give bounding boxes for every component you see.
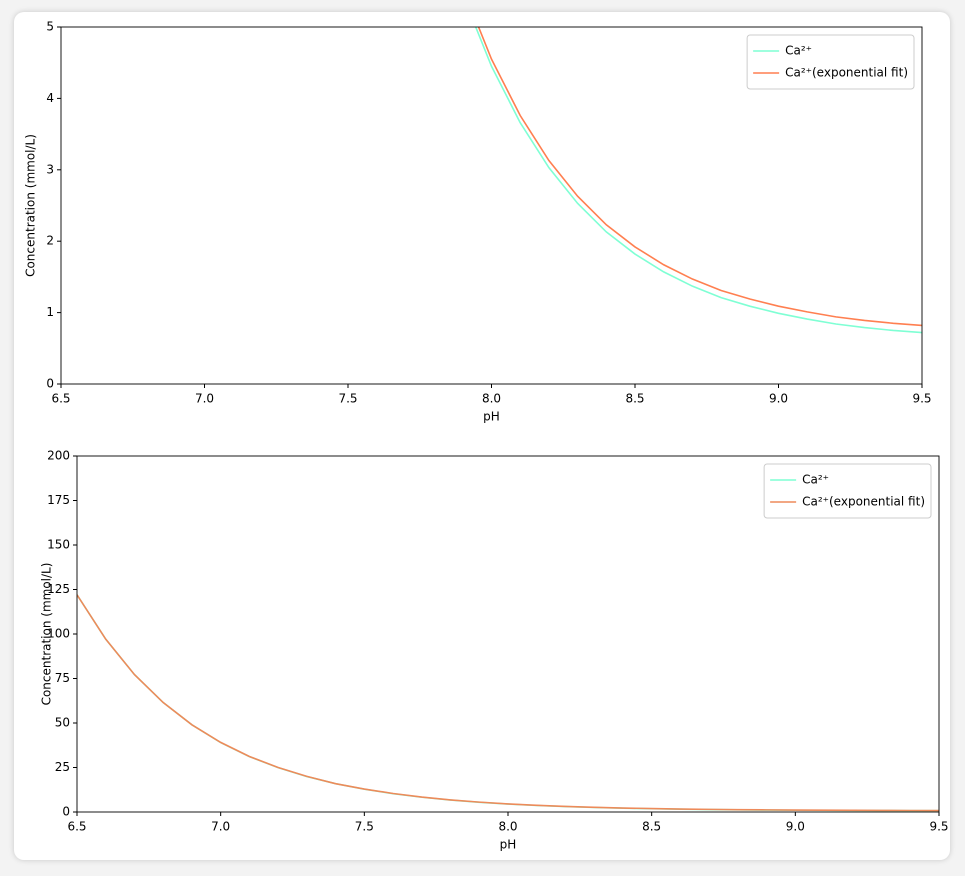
y-tick-label: 3 bbox=[46, 162, 54, 176]
series-line bbox=[477, 27, 922, 327]
y-axis-label: Concentration (mmol/L) bbox=[40, 563, 54, 706]
y-tick-label: 200 bbox=[47, 449, 70, 463]
series-line bbox=[77, 594, 939, 812]
x-tick-label: 8.0 bbox=[482, 392, 501, 406]
x-axis-label: pH bbox=[483, 410, 500, 424]
y-tick-label: 0 bbox=[62, 805, 70, 819]
x-tick-label: 6.5 bbox=[67, 820, 86, 834]
legend-label: Ca²⁺(exponential fit) bbox=[785, 66, 908, 80]
y-tick-label: 0 bbox=[46, 377, 54, 391]
y-tick-label: 175 bbox=[47, 493, 70, 507]
legend-label: Ca²⁺ bbox=[785, 44, 812, 58]
legend-label: Ca²⁺ bbox=[802, 473, 829, 487]
x-axis-label: pH bbox=[500, 838, 517, 852]
x-tick-label: 8.0 bbox=[498, 820, 517, 834]
y-tick-label: 75 bbox=[55, 671, 70, 685]
y-tick-label: 4 bbox=[46, 91, 54, 105]
x-tick-label: 9.5 bbox=[912, 392, 931, 406]
y-tick-label: 5 bbox=[46, 20, 54, 34]
series-line bbox=[77, 594, 939, 812]
series-line bbox=[474, 27, 922, 334]
x-tick-label: 7.0 bbox=[211, 820, 230, 834]
y-tick-label: 1 bbox=[46, 305, 54, 319]
x-tick-label: 7.0 bbox=[195, 392, 214, 406]
x-tick-label: 8.5 bbox=[642, 820, 661, 834]
x-tick-label: 6.5 bbox=[51, 392, 70, 406]
legend-label: Ca²⁺(exponential fit) bbox=[802, 495, 925, 509]
card bbox=[14, 12, 950, 860]
legend: Ca²⁺ Ca²⁺(exponential fit) bbox=[763, 463, 932, 519]
x-tick-label: 7.5 bbox=[338, 392, 357, 406]
legend-frame bbox=[746, 34, 915, 90]
y-tick-label: 150 bbox=[47, 538, 70, 552]
y-tick-label: 100 bbox=[47, 627, 70, 641]
y-tick-label: 25 bbox=[55, 760, 70, 774]
x-tick-label: 8.5 bbox=[625, 392, 644, 406]
x-tick-label: 9.0 bbox=[786, 820, 805, 834]
x-tick-label: 7.5 bbox=[355, 820, 374, 834]
legend-frame bbox=[763, 463, 932, 519]
legend: Ca²⁺ Ca²⁺(exponential fit) bbox=[746, 34, 915, 90]
x-tick-label: 9.5 bbox=[929, 820, 948, 834]
y-tick-label: 50 bbox=[55, 716, 70, 730]
y-tick-label: 125 bbox=[47, 582, 70, 596]
y-tick-label: 2 bbox=[46, 234, 54, 248]
y-axis-label: Concentration (mmol/L) bbox=[24, 134, 38, 277]
x-tick-label: 9.0 bbox=[769, 392, 788, 406]
